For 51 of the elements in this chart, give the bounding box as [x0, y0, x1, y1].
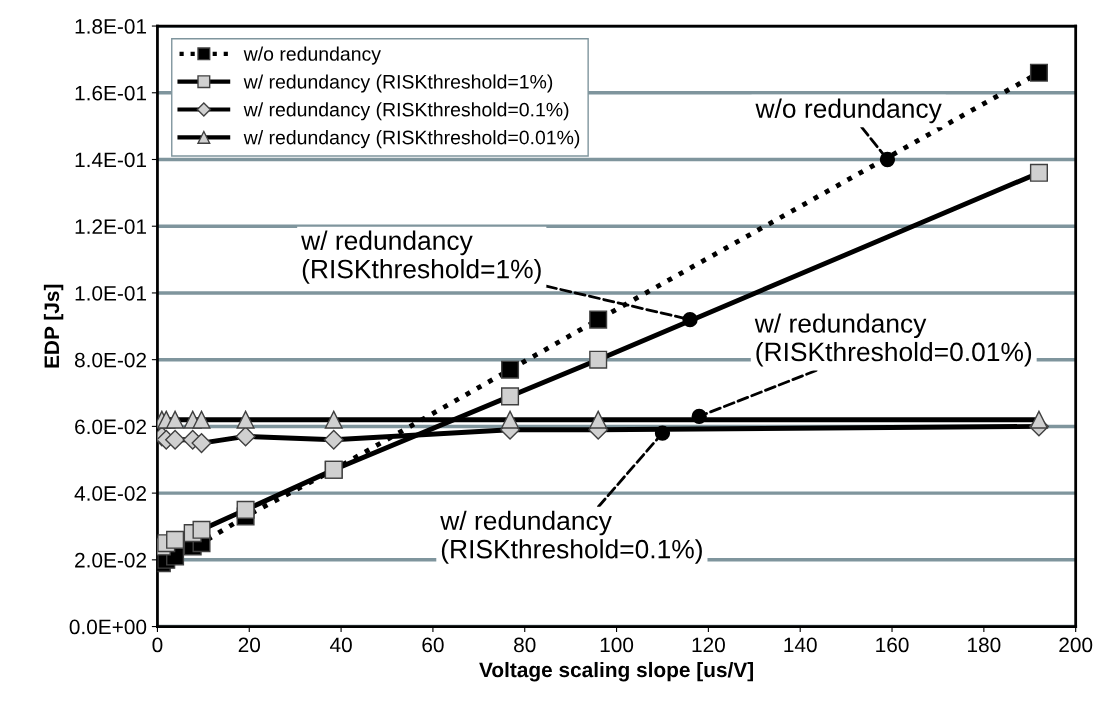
x-tick-label: 40	[329, 637, 352, 653]
point	[1029, 410, 1048, 429]
point	[501, 360, 520, 379]
y-tick-label: 6.0E-02	[75, 419, 146, 435]
x-tick-label: 100	[600, 637, 634, 653]
y-tick-label: 8.0E-02	[74, 352, 146, 368]
x-tick-label: 20	[238, 637, 261, 653]
point	[236, 410, 255, 429]
annotation: w/o redundancy	[755, 98, 942, 124]
legend-label: w/ redundancy (RISKthreshold=0.01%)	[243, 130, 580, 149]
point	[324, 410, 343, 429]
x-axis-title: Voltage scaling slope [us/V]	[479, 661, 753, 682]
x-tick-label: 160	[876, 637, 909, 653]
y-tick-label: 1.2E-01	[75, 219, 147, 234]
point	[165, 429, 186, 450]
y-tick-label: 4.0E-02	[74, 486, 146, 501]
x-tick-label: 180	[968, 637, 1001, 653]
annotation: w/ redundancy (RISKthreshold=1%)	[301, 230, 541, 284]
x-tick-label: 0	[152, 637, 163, 653]
y-tick-label: 0.0E+00	[69, 619, 147, 635]
x-tick-label: 200	[1059, 637, 1093, 653]
legend-label: w/ redundancy (RISKthreshold=0.1%)	[243, 102, 569, 121]
point	[191, 433, 212, 454]
point	[1029, 63, 1048, 82]
point	[166, 530, 185, 549]
x-tick-label: 80	[514, 637, 536, 653]
y-tick-label: 2.0E-02	[75, 552, 146, 568]
x-tick-label: 60	[422, 637, 444, 653]
point	[1029, 163, 1048, 182]
legend-label: w/o redundancy	[243, 46, 381, 65]
point	[192, 520, 211, 539]
y-axis-title: EDP [Js]	[43, 284, 64, 368]
point	[589, 410, 608, 429]
point	[236, 500, 255, 519]
x-tick-label: 140	[784, 637, 817, 653]
point	[501, 410, 520, 429]
y-tick-label: 1.4E-01	[75, 152, 147, 168]
x-tick-label: 120	[692, 637, 725, 653]
point	[501, 387, 520, 406]
point	[589, 350, 608, 369]
legend-label: w/ redundancy (RISKthreshold=1%)	[243, 74, 553, 93]
y-tick-label: 1.6E-01	[75, 85, 147, 101]
point	[323, 429, 344, 450]
y-tick-label: 1.8E-01	[75, 19, 147, 34]
annotation: w/ redundancy (RISKthreshold=0.01%)	[754, 313, 1032, 367]
point	[589, 310, 608, 329]
point	[166, 410, 185, 429]
annotation: w/ redundancy (RISKthreshold=0.1%)	[440, 510, 702, 564]
point	[192, 410, 211, 429]
point	[235, 426, 256, 447]
y-tick-label: 1.0E-01	[75, 285, 147, 301]
